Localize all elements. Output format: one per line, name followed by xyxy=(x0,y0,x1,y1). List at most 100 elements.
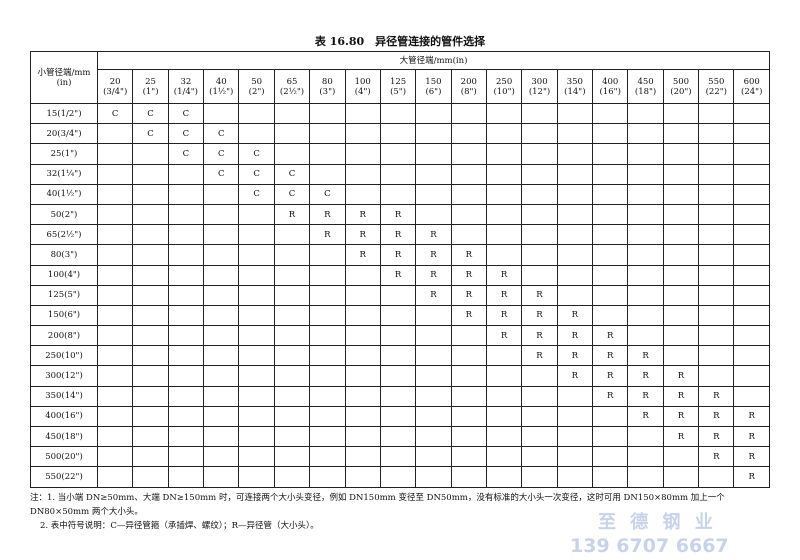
column-header: 20 (3/4") xyxy=(96,69,134,104)
fitting-table: 小管径端/mm (in) 大管径端/mm(in) 20 (3/4") 25 (1") 32… xyxy=(30,51,770,488)
cell xyxy=(415,466,452,488)
cell: R xyxy=(556,365,594,387)
cell xyxy=(415,123,452,145)
cell xyxy=(344,446,381,468)
column-size: 250 xyxy=(496,76,513,87)
cell xyxy=(485,405,523,428)
cell xyxy=(344,123,381,145)
cell xyxy=(733,102,770,125)
cell xyxy=(450,345,487,367)
cell: R xyxy=(415,264,452,286)
column-size: 80 xyxy=(321,76,333,87)
cell xyxy=(309,102,346,125)
cell: R xyxy=(450,284,487,306)
table-row: 350(14") R R R R xyxy=(30,385,770,407)
table-row: 150(6") R R R R xyxy=(30,304,770,327)
table-row: 15(1/2") C C C xyxy=(30,102,770,125)
cell xyxy=(167,405,205,428)
cell: R xyxy=(485,304,523,327)
cell xyxy=(415,163,452,185)
cell xyxy=(415,425,452,448)
cell xyxy=(344,385,381,407)
column-header: 65 (2½") xyxy=(273,69,311,104)
cell xyxy=(167,425,205,448)
cell xyxy=(132,163,169,185)
row-label: 500(20") xyxy=(30,446,98,468)
cell: R xyxy=(415,244,452,266)
cell xyxy=(167,224,205,246)
cell xyxy=(273,345,311,367)
cell xyxy=(521,264,558,286)
header-row: 20 (3/4") 25 (1") 32 (1/4") 40 (1½") 50 (2") 65 (2½… xyxy=(31,69,770,104)
cell xyxy=(203,325,240,347)
cell xyxy=(733,203,770,226)
cell xyxy=(96,405,134,428)
cell xyxy=(344,143,381,165)
watermark: 139 6707 6667 xyxy=(570,535,729,557)
cell: R xyxy=(450,244,487,266)
column-size: 350 xyxy=(566,76,583,87)
cell xyxy=(203,244,240,266)
cell: C xyxy=(203,123,240,145)
cell: R xyxy=(556,304,594,327)
cell xyxy=(485,203,523,226)
column-inch: (24") xyxy=(741,86,763,97)
cell xyxy=(203,203,240,226)
cell xyxy=(450,163,487,185)
cell xyxy=(238,446,275,468)
cell xyxy=(485,163,523,185)
cell xyxy=(733,143,770,165)
row-label: 65(2½") xyxy=(30,224,98,246)
cell xyxy=(662,304,700,327)
column-header: 350 (14") xyxy=(556,69,594,104)
column-size: 600 xyxy=(743,76,760,87)
cell xyxy=(203,425,240,448)
cell xyxy=(273,325,311,347)
cell xyxy=(521,143,558,165)
cell xyxy=(627,183,664,205)
column-header: 250 (10") xyxy=(485,69,523,104)
cell: R xyxy=(450,304,487,327)
cell xyxy=(698,325,735,347)
cell: C xyxy=(132,102,169,125)
cell xyxy=(96,143,134,165)
cell xyxy=(521,466,558,488)
column-inch: (5") xyxy=(390,86,407,97)
cell xyxy=(698,143,735,165)
column-size: 65 xyxy=(286,76,298,87)
cell xyxy=(415,446,452,468)
column-inch: (16") xyxy=(599,86,621,97)
cell xyxy=(698,102,735,125)
cell xyxy=(733,365,770,387)
column-header: 25 (1") xyxy=(132,69,169,104)
row-label: 300(12") xyxy=(30,365,98,387)
cell xyxy=(627,284,664,306)
cell xyxy=(450,143,487,165)
cell xyxy=(662,466,700,488)
row-label: 125(5") xyxy=(30,284,98,306)
cell xyxy=(733,224,770,246)
row-label: 250(10") xyxy=(30,345,98,367)
cell: R xyxy=(344,203,381,226)
cell: C xyxy=(238,183,275,205)
cell xyxy=(627,143,664,165)
cell xyxy=(273,466,311,488)
cell xyxy=(309,365,346,387)
cell xyxy=(662,163,700,185)
cell: C xyxy=(96,102,134,125)
cell xyxy=(450,203,487,226)
cell xyxy=(238,244,275,266)
row-label: 450(18") xyxy=(30,425,98,448)
cell xyxy=(485,143,523,165)
cell xyxy=(698,244,735,266)
cell xyxy=(167,163,205,185)
cell xyxy=(238,385,275,407)
cell xyxy=(415,203,452,226)
row-header: 小管径端/mm (in) xyxy=(30,51,98,104)
cell xyxy=(96,244,134,266)
cell xyxy=(238,365,275,387)
cell: R xyxy=(733,405,770,428)
cell xyxy=(238,405,275,428)
cell xyxy=(592,425,629,448)
column-inch: (2½") xyxy=(279,86,305,97)
